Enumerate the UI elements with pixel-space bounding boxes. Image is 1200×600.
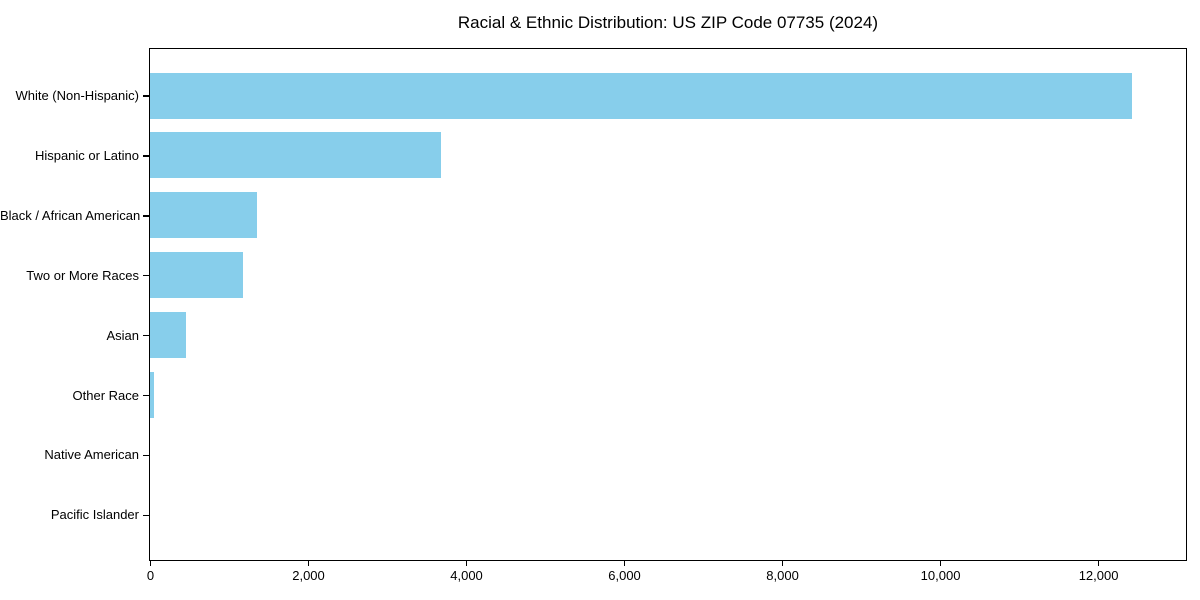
x-tick-mark [939, 561, 942, 566]
x-tick-mark [465, 561, 468, 566]
bar [150, 192, 258, 239]
y-axis-label: Hispanic or Latino [34, 147, 139, 163]
bar [150, 312, 187, 359]
x-tick-mark [781, 561, 784, 566]
bar [150, 132, 441, 179]
y-axis-label: Two or More Races [26, 267, 139, 283]
x-tick-mark [1097, 561, 1100, 566]
x-tick-mark [149, 561, 152, 566]
chart-title: Racial & Ethnic Distribution: US ZIP Cod… [457, 13, 879, 32]
y-axis-label: Asian [106, 327, 139, 343]
x-tick-label: 6,000 [608, 568, 641, 583]
plot-area [149, 48, 1187, 561]
y-axis-label: Black / African American [0, 207, 141, 223]
x-tick-label: 8,000 [766, 568, 799, 583]
x-tick-mark [307, 561, 310, 566]
y-axis-label: Pacific Islander [50, 507, 139, 523]
bar [150, 372, 154, 418]
y-tick-mark [143, 155, 149, 157]
y-tick-mark [143, 454, 149, 457]
y-tick-mark [143, 514, 149, 517]
y-tick-mark [143, 215, 149, 217]
y-axis-label: Native American [44, 447, 139, 463]
y-axis-label: White (Non-Hispanic) [15, 88, 139, 103]
y-tick-mark [143, 274, 149, 277]
x-tick-label: 4,000 [450, 568, 483, 583]
x-tick-mark [623, 561, 626, 566]
y-tick-mark [143, 394, 149, 397]
x-tick-label: 10,000 [920, 568, 961, 583]
bar [150, 72, 1133, 119]
y-axis-label: Other Race [72, 387, 139, 403]
x-tick-label: 2,000 [292, 568, 325, 583]
bar [150, 252, 244, 299]
y-tick-mark [143, 95, 149, 97]
x-tick-label: 12,000 [1078, 568, 1119, 583]
x-tick-label: 0 [146, 568, 155, 583]
y-tick-mark [143, 334, 149, 337]
